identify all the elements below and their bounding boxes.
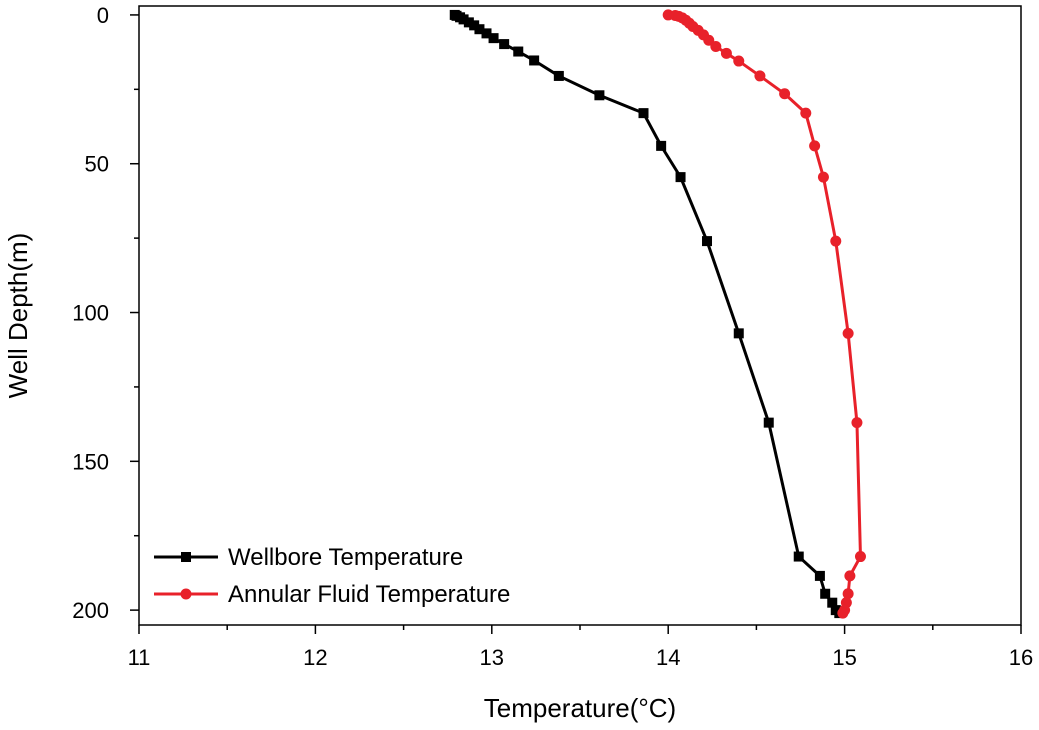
data-point-square [702,236,713,247]
plot-area [138,5,1022,626]
data-point-circle [779,88,791,100]
data-point-square [481,28,492,39]
data-point-circle [851,417,863,429]
series-line [454,13,841,615]
x-tick-label: 11 [128,645,151,670]
x-tick-label: 15 [832,645,856,670]
data-point-circle [703,34,715,46]
data-point-square [458,14,469,25]
series-annular-fluid-temperature [662,9,866,619]
y-tick-label: 150 [72,449,109,474]
data-point-square [513,46,524,57]
legend: Wellbore Temperature Annular Fluid Temper… [154,544,510,608]
data-point-circle [854,551,866,563]
data-point-square [675,172,686,183]
data-point-square [638,108,649,119]
y-axis-title: Well Depth(m) [3,233,33,399]
data-point-square [827,597,838,608]
data-point-square [814,570,825,581]
x-tick-label: 14 [656,645,680,670]
data-point-square [793,551,804,562]
data-point-circle [809,140,821,152]
y-tick-label: 0 [97,3,109,28]
data-point-circle [720,47,732,59]
data-point-square [499,39,510,50]
x-axis: 11 12 13 14 15 16 [128,625,1033,670]
legend-label: Wellbore Temperature [228,544,463,571]
data-point-square [463,17,474,28]
y-axis: 0 50 100 150 200 [72,3,139,623]
data-point-circle [817,171,829,183]
data-point-circle [830,235,842,247]
data-point-square [529,55,540,66]
data-point-square [763,417,774,428]
data-point-square [594,90,605,101]
data-point-circle [844,570,856,582]
y-tick-label: 100 [72,301,109,326]
data-point-square [733,328,744,339]
y-tick-label: 50 [85,152,109,177]
data-point-square [656,140,667,151]
x-tick-label: 13 [480,645,504,670]
legend-label: Annular Fluid Temperature [228,581,510,608]
x-axis-title: Temperature(°C) [484,693,676,723]
plot-frame [138,5,1022,626]
data-point-square [820,588,831,599]
x-tick-label: 12 [303,645,327,670]
data-point-square [469,20,480,31]
data-point-circle [837,607,849,619]
legend-marker-circle [180,588,192,600]
legend-marker-square [181,552,191,562]
series-wellbore-temperature [449,9,845,619]
data-point-square [488,33,499,44]
data-point-circle [710,40,722,52]
data-point-circle [800,107,812,119]
series-layer [449,9,866,619]
data-point-circle [842,327,854,339]
data-point-square [553,70,564,81]
legend-item: Wellbore Temperature [154,544,463,571]
data-point-circle [754,70,766,82]
data-point-circle [733,55,745,67]
legend-item: Annular Fluid Temperature [154,581,510,608]
data-point-circle [842,588,854,600]
series-line [668,13,862,614]
x-tick-label: 16 [1009,645,1033,670]
data-point-square [474,24,485,35]
y-tick-label: 200 [72,598,109,623]
